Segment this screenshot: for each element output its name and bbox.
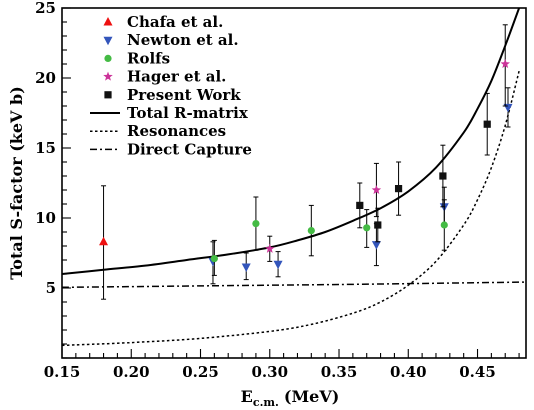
y-tick-label: 5: [46, 279, 56, 297]
legend-present-work-marker: [104, 91, 112, 99]
plot-frame: [61, 7, 527, 359]
newton-et-al-point: [371, 241, 381, 250]
hager-et-al-point: [265, 243, 275, 253]
legend-newton-et-al-label: Newton et al.: [127, 31, 239, 49]
x-axis-title-main: E: [241, 387, 253, 406]
chafa-et-al-point: [99, 236, 109, 246]
legend-chafa-et-al-label: Chafa et al.: [127, 13, 223, 31]
newton-et-al-point: [241, 263, 251, 272]
x-axis-title-unit: (MeV): [284, 387, 339, 406]
x-tick-label: 0.30: [251, 363, 288, 381]
rolfs-point: [440, 221, 448, 229]
rolfs-point: [252, 220, 260, 228]
legend-hager-et-al-label: Hager et al.: [127, 68, 226, 86]
x-tick-label: 0.25: [182, 363, 219, 381]
x-axis-title-subscript: c.m.: [253, 396, 279, 409]
y-axis-title: Total S-factor (keV b): [7, 86, 26, 280]
data-points: [99, 24, 513, 300]
y-tick-label: 20: [35, 69, 56, 87]
present-work-point: [374, 221, 382, 229]
y-tick-label: 10: [35, 209, 56, 227]
legend-present-work-label: Present Work: [127, 86, 241, 104]
x-tick-label: 0.35: [321, 363, 358, 381]
legend-newton-et-al-marker: [103, 36, 113, 46]
x-axis-title: Ec.m. (MeV): [241, 387, 340, 409]
y-tick-label: 15: [35, 139, 56, 157]
present-work-point: [394, 185, 403, 193]
hager-et-al-point: [500, 59, 510, 69]
legend-direct-capture-label: Direct Capture: [127, 140, 252, 158]
rolfs-point: [363, 224, 371, 232]
newton-et-al-point: [273, 260, 283, 270]
x-tick-label: 0.40: [390, 363, 427, 381]
total-r-matrix-curve: [62, 8, 521, 275]
rolfs-point: [307, 227, 315, 235]
legend-resonances-label: Resonances: [127, 122, 226, 140]
y-tick-label: 25: [35, 0, 56, 17]
present-work-point: [483, 120, 491, 128]
legend-chafa-et-al-marker: [103, 17, 113, 26]
rolfs-point: [210, 255, 218, 263]
hager-et-al-point: [371, 185, 382, 195]
x-tick-label: 0.45: [459, 363, 496, 381]
x-tick-label: 0.20: [113, 363, 150, 381]
x-tick-label: 0.15: [44, 363, 81, 381]
model-curves: [62, 8, 526, 347]
legend-rolfs-marker: [104, 54, 112, 63]
legend-total-r-matrix-label: Total R-matrix: [127, 104, 249, 122]
direct-capture-curve: [62, 281, 526, 289]
present-work-point: [439, 172, 447, 180]
legend-hager-et-al-marker: [103, 71, 113, 81]
present-work-point: [356, 201, 364, 209]
axis-ticks: 0.15 0.20 0.25 0.30 0.35 0.40 0.45 5 10 15 20 25: [35, 0, 520, 381]
resonances-curve: [62, 70, 520, 347]
legend-rolfs-label: Rolfs: [127, 49, 170, 67]
